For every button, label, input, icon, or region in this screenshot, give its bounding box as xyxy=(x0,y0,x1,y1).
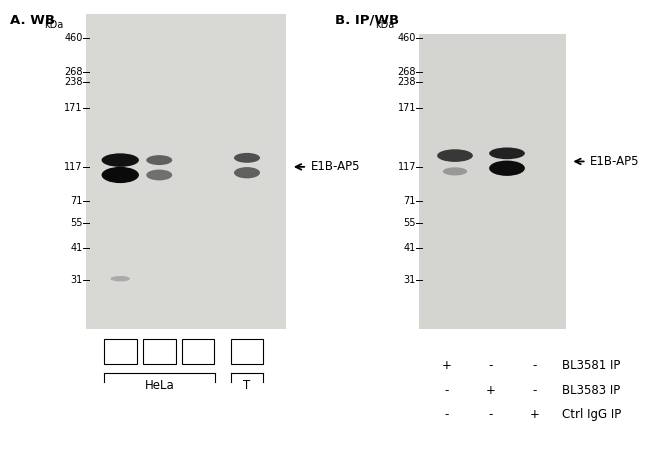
Text: -: - xyxy=(489,359,493,372)
Text: +: + xyxy=(486,384,496,396)
Ellipse shape xyxy=(146,155,172,165)
Text: 71: 71 xyxy=(404,196,416,206)
Text: 15: 15 xyxy=(152,345,166,358)
Text: -: - xyxy=(532,359,537,372)
Bar xyxy=(104,340,136,364)
Text: 55: 55 xyxy=(70,218,83,228)
Text: HeLa: HeLa xyxy=(144,379,174,392)
Ellipse shape xyxy=(489,147,525,159)
Text: 171: 171 xyxy=(398,103,416,113)
Text: 238: 238 xyxy=(64,77,83,87)
Text: BL3581 IP: BL3581 IP xyxy=(562,359,621,372)
Text: E1B-AP5: E1B-AP5 xyxy=(590,155,640,168)
Text: +: + xyxy=(442,359,452,372)
Ellipse shape xyxy=(234,167,260,178)
Text: kDa: kDa xyxy=(44,20,64,30)
Text: B. IP/WB: B. IP/WB xyxy=(335,14,399,27)
Text: E1B-AP5: E1B-AP5 xyxy=(311,161,360,173)
Ellipse shape xyxy=(101,167,139,183)
Text: 268: 268 xyxy=(64,67,83,77)
Ellipse shape xyxy=(489,161,525,176)
Text: 460: 460 xyxy=(398,33,416,43)
Text: 41: 41 xyxy=(71,243,83,253)
Text: -: - xyxy=(445,409,449,421)
Text: 55: 55 xyxy=(404,218,416,228)
Text: A. WB: A. WB xyxy=(10,14,55,27)
Text: -: - xyxy=(445,384,449,396)
Text: 50: 50 xyxy=(240,345,254,358)
Text: 31: 31 xyxy=(404,275,416,285)
Bar xyxy=(143,340,176,364)
Ellipse shape xyxy=(437,149,473,162)
Ellipse shape xyxy=(443,167,467,175)
Text: Ctrl IgG IP: Ctrl IgG IP xyxy=(562,409,621,421)
Bar xyxy=(231,340,263,364)
Bar xyxy=(419,34,566,329)
Ellipse shape xyxy=(101,153,139,167)
Text: 71: 71 xyxy=(70,196,83,206)
Text: 50: 50 xyxy=(113,345,127,358)
Ellipse shape xyxy=(111,276,130,281)
Text: 268: 268 xyxy=(398,67,416,77)
Text: kDa: kDa xyxy=(376,20,395,30)
Text: BL3583 IP: BL3583 IP xyxy=(562,384,621,396)
Text: 31: 31 xyxy=(71,275,83,285)
Text: 117: 117 xyxy=(64,162,83,172)
Text: 171: 171 xyxy=(64,103,83,113)
Bar xyxy=(86,14,286,329)
Text: -: - xyxy=(532,384,537,396)
Bar xyxy=(182,340,215,364)
Text: 460: 460 xyxy=(64,33,83,43)
Ellipse shape xyxy=(146,170,172,180)
Text: 238: 238 xyxy=(398,77,416,87)
Text: 41: 41 xyxy=(404,243,416,253)
Text: +: + xyxy=(530,409,540,421)
Text: 5: 5 xyxy=(194,345,202,358)
Text: -: - xyxy=(489,409,493,421)
Text: 117: 117 xyxy=(398,162,416,172)
Ellipse shape xyxy=(234,153,260,163)
Text: T: T xyxy=(243,379,251,392)
